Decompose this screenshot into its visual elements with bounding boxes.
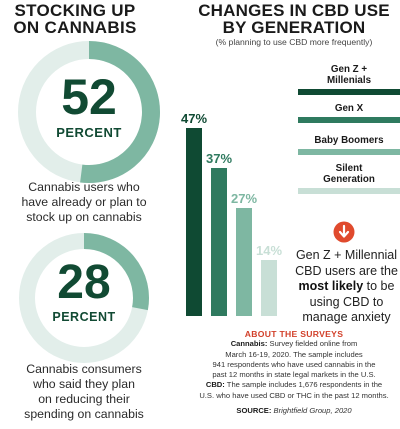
stat2-ring: 28 PERCENT (14, 228, 154, 368)
legend-item-baby-boomers: Baby Boomers (298, 135, 400, 155)
stat1-ring-graphic (18, 41, 160, 183)
stat1-caption: Cannabis users who have already or plan … (4, 180, 164, 225)
stat1-unit: PERCENT (56, 125, 122, 140)
stat2-caption-line: on reducing their (38, 392, 130, 406)
chart-subtitle: (% planning to use CBD more frequently) (215, 37, 373, 47)
legend-item-silent-generation: Silent Generation (298, 163, 400, 194)
insight-note-text: to be using CBD to manage anxiety (302, 279, 395, 324)
stat1-number: 52 (61, 69, 117, 125)
about-cannabis-text: 941 respondents who have used cannabis i… (212, 359, 376, 369)
down-arrow-icon (333, 221, 355, 243)
legend-label-line: Millenials (326, 75, 372, 86)
about-cbd-text: The sample includes 1,676 respondents in… (224, 380, 383, 390)
bar-baby-boomers (236, 208, 252, 316)
left-title: STOCKING UP ON CANNABIS (0, 2, 150, 36)
legend-label-line: Silent (335, 163, 363, 174)
legend-swatch-genz-millenials (298, 89, 400, 95)
about-cbd-text: U.S. who have used CBD or THC in the pas… (199, 390, 389, 400)
legend-label-line: Gen Z + (330, 64, 368, 75)
about-cannabis-label: Cannabis: (230, 339, 268, 349)
about-cannabis-line: Cannabis: Survey fielded online from (188, 339, 400, 349)
bar-value-label: 47% (181, 111, 207, 126)
chart-title: CHANGES IN CBD USE BY GENERATION (188, 2, 400, 36)
stat2-unit: PERCENT (52, 310, 116, 324)
bar-silent-generation (261, 260, 277, 316)
about-cannabis-text: Survey fielded online from (267, 339, 358, 349)
stat2-caption-line: who said they plan (33, 377, 135, 391)
legend-swatch-silent-generation (298, 188, 400, 194)
insight-note-emphasis: most likely (298, 279, 364, 293)
insight-note-text: Gen Z + Millennial CBD users are the (295, 248, 398, 278)
bar-gen-z-millenials (186, 128, 202, 316)
stat2-number: 28 (57, 256, 111, 309)
stat1-caption-line: have already or plan to (21, 195, 147, 209)
stat2-caption-line: Cannabis consumers (26, 362, 142, 376)
stat1-ring-arc (80, 41, 160, 183)
source-label: SOURCE: (236, 406, 272, 416)
stat2-caption: Cannabis consumers who said they plan on… (4, 362, 164, 422)
legend-label-line: Gen X (334, 103, 364, 114)
about-surveys: ABOUT THE SURVEYS Cannabis: Survey field… (188, 329, 400, 416)
legend-swatch-baby-boomers (298, 149, 400, 155)
bar-value-label: 37% (206, 151, 232, 166)
bar-chart: 47% 37% 27% 14% (181, 111, 282, 316)
stat2-ring-graphic (19, 233, 149, 363)
about-cannabis-text: March 16-19, 2020. The sample includes (225, 349, 363, 359)
legend-swatch-gen-x (298, 117, 400, 123)
bar-value-label: 14% (256, 243, 282, 258)
left-title-line1: STOCKING UP (14, 1, 136, 20)
stat2-caption-line: spending on cannabis (24, 407, 144, 421)
source-value: Brightfield Group, 2020 (271, 406, 352, 416)
stat1-ring: 52 PERCENT (14, 37, 164, 187)
stat2-ring-arc (83, 233, 149, 311)
about-source: SOURCE: Brightfield Group, 2020 (188, 406, 400, 416)
about-cannabis-text: past 12 months in state legal markets in… (212, 370, 376, 380)
left-title-line2: ON CANNABIS (13, 18, 137, 37)
chart-title-line1: CHANGES IN CBD USE (198, 1, 390, 20)
legend-item-genz-millenials: Gen Z + Millenials (298, 64, 400, 95)
stat1-caption-line: stock up on cannabis (26, 210, 142, 224)
stat1-caption-line: Cannabis users who (28, 180, 140, 194)
bar-value-label: 27% (231, 191, 257, 206)
bar-gen-x (211, 168, 227, 316)
about-cbd-label: CBD: (205, 380, 225, 390)
about-heading: ABOUT THE SURVEYS (244, 329, 344, 339)
chart-title-line2: BY GENERATION (222, 18, 366, 37)
legend-label-line: Baby Boomers (314, 135, 384, 146)
about-cbd-line: CBD: The sample includes 1,676 responden… (188, 380, 400, 390)
insight-note: Gen Z + Millennial CBD users are the mos… (293, 248, 400, 326)
legend-item-gen-x: Gen X (298, 103, 400, 123)
legend-label-line: Generation (323, 174, 375, 185)
